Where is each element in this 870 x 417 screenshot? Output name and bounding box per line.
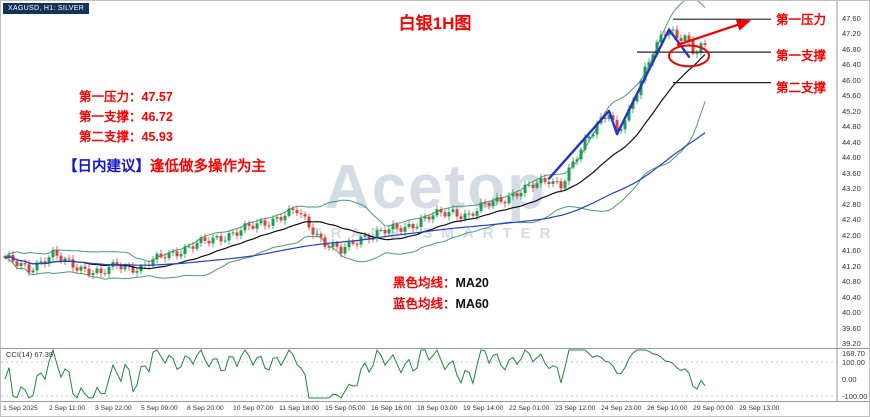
support2-note: 第二支撑：45.93 [79, 127, 173, 147]
level-label: 第一支撑： [79, 110, 142, 124]
ma60-note: 蓝色均线：MA60 [393, 294, 489, 315]
support1-label: 第一支撑 [776, 49, 827, 63]
ma60-label: 蓝色均线： [393, 297, 456, 311]
support2-label: 第二支撑 [776, 81, 827, 95]
level-value: 46.72 [141, 110, 173, 124]
symbol-badge: XAGUSD, H1: SILVER [3, 3, 90, 14]
advice-text: 逢低做多操作为主 [150, 159, 266, 175]
ma20-note: 黑色均线：MA20 [393, 273, 489, 294]
resistance1-label: 第一压力 [776, 13, 827, 27]
ma-legend-note: 黑色均线：MA20 蓝色均线：MA60 [393, 273, 489, 315]
support1-note: 第一支撑：46.72 [79, 107, 173, 127]
level-label: 第二支撑： [79, 130, 142, 144]
intraday-advice-note: 【日内建议】逢低做多操作为主 [63, 155, 266, 176]
key-levels-note: 第一压力：47.57 第一支撑：46.72 第二支撑：45.93 [79, 87, 173, 147]
ma20-value: MA20 [455, 276, 489, 290]
chart-title: 白银1H图 [398, 14, 472, 33]
resistance1-note: 第一压力：47.57 [79, 87, 173, 107]
cci-indicator-label: CCI(14) 67.39 [6, 350, 54, 359]
advice-prefix: 【日内建议】 [63, 159, 150, 175]
ma20-label: 黑色均线： [393, 276, 456, 290]
level-value: 45.93 [141, 130, 173, 144]
level-label: 第一压力： [79, 90, 142, 104]
ma60-value: MA60 [455, 297, 489, 311]
level-value: 47.57 [141, 90, 173, 104]
